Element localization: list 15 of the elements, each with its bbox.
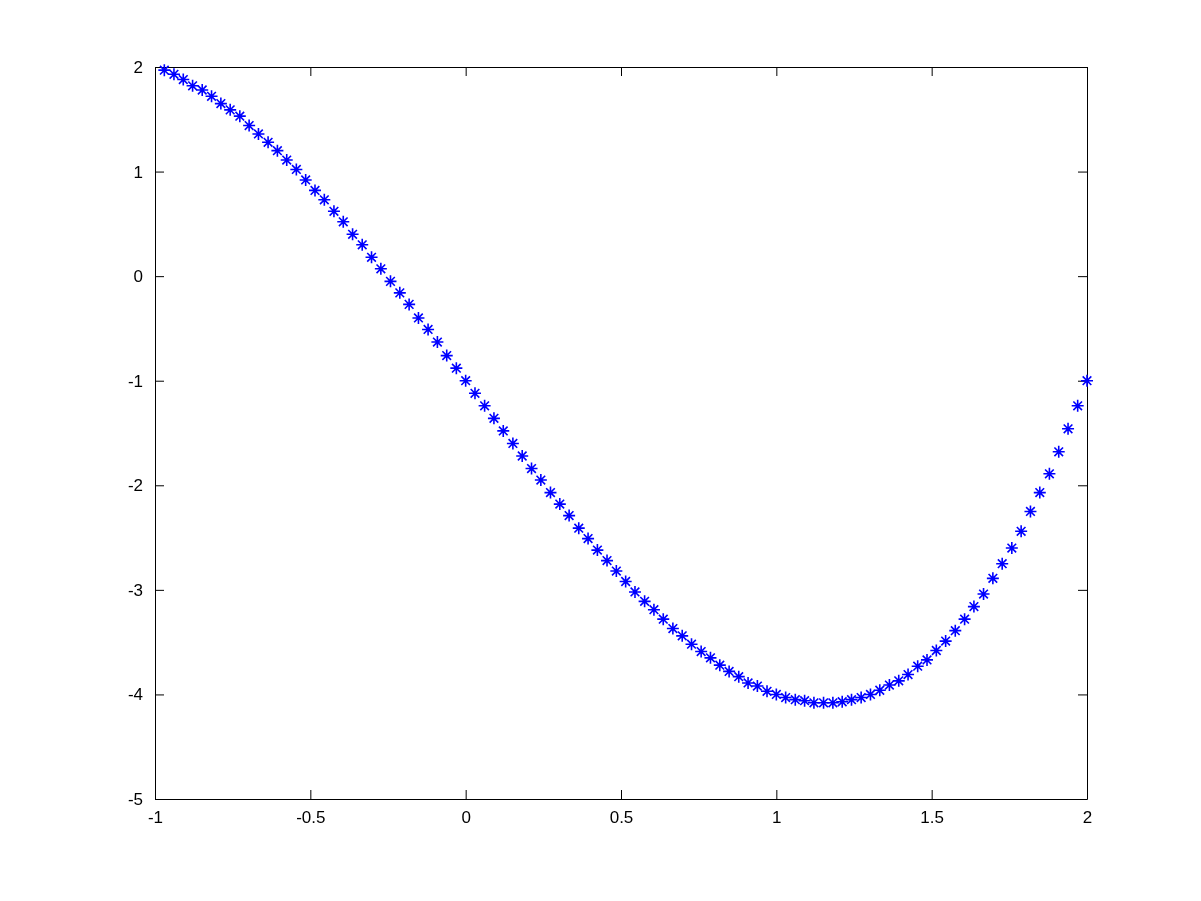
x-tick-label: 1.5 [920,808,944,828]
x-tick-label: 2 [1082,808,1093,828]
y-tick-label: -1 [127,371,143,391]
y-tick-label: -3 [127,580,143,600]
y-tick-label: 0 [133,267,143,287]
y-tick-label: 1 [133,162,143,182]
y-tick-label: -2 [127,476,143,496]
x-tick-label: 1 [772,808,782,828]
y-tick-label: 2 [133,57,143,77]
x-tick-label: -1 [147,808,164,828]
x-tick-label: 0 [461,808,471,828]
y-tick-label: -4 [127,685,143,705]
x-tick-label: 0.5 [609,808,634,828]
x-tick-label: -0.5 [296,808,326,828]
y-tick-label: -5 [127,789,143,809]
